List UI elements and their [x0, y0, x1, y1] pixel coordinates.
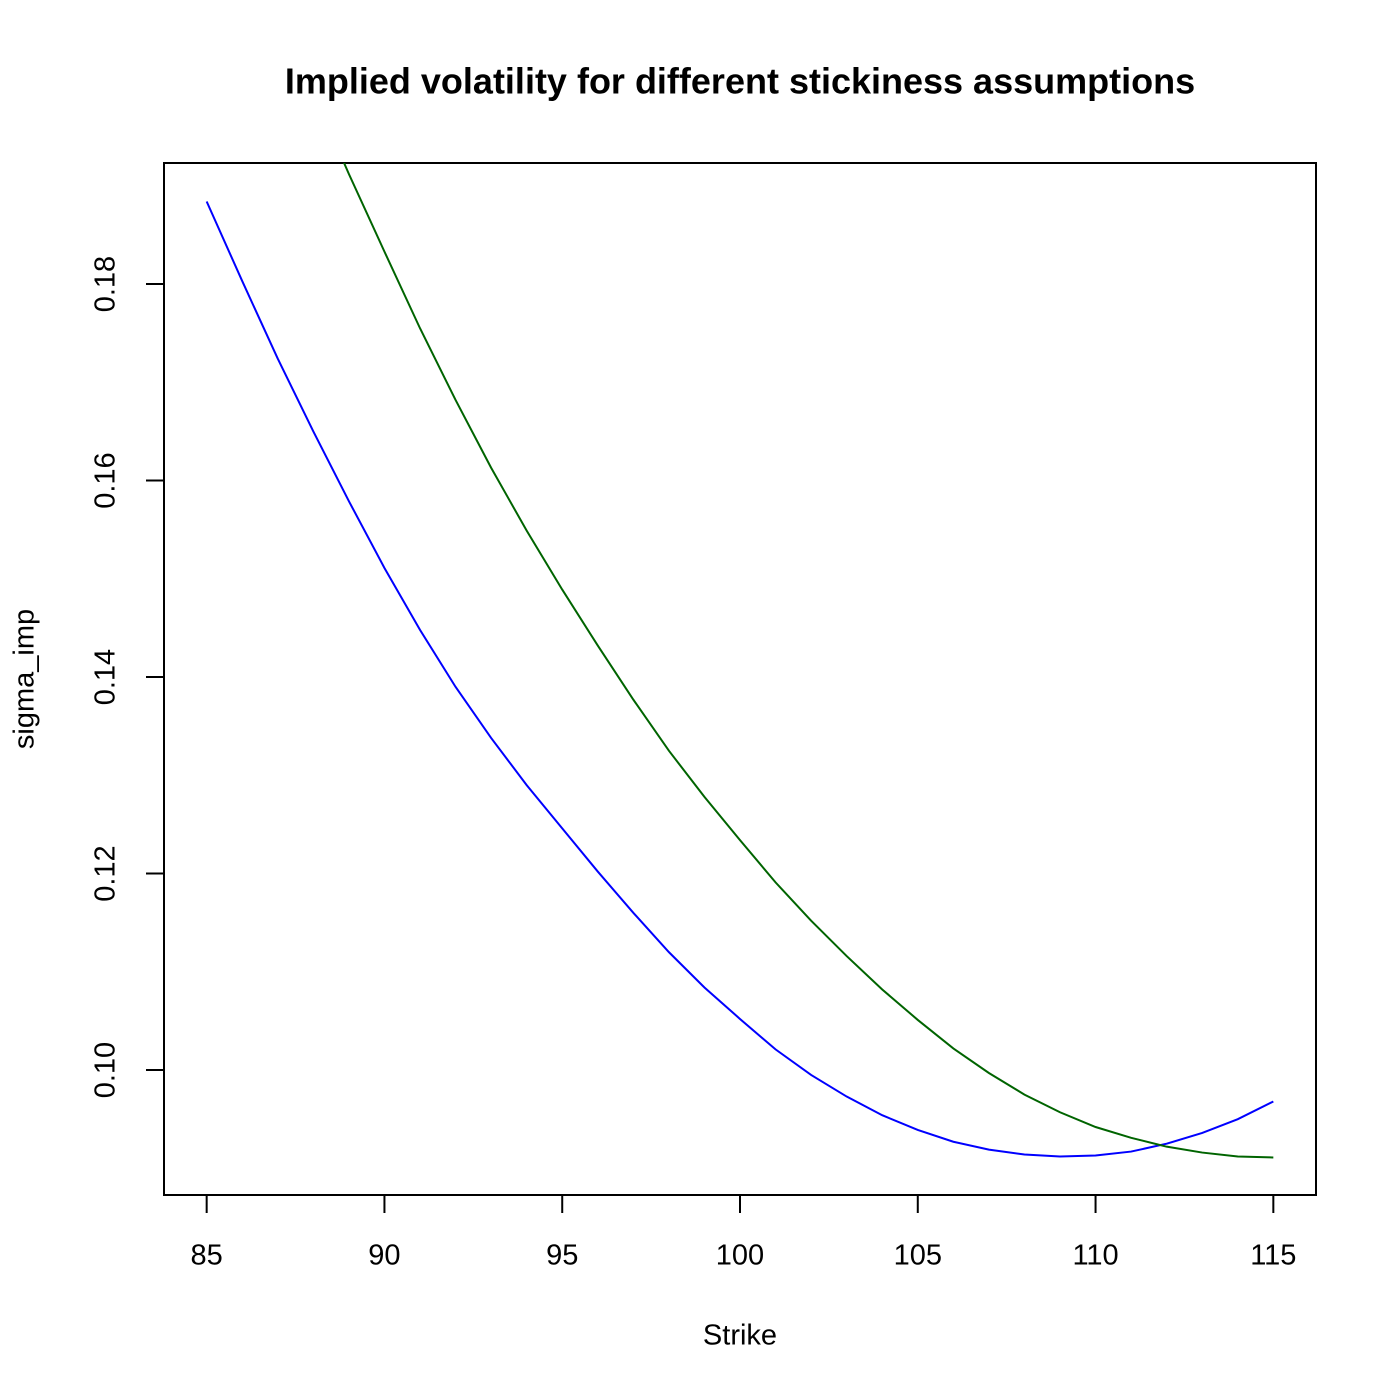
y-tick-label: 0.16 — [90, 452, 122, 508]
x-tick-label: 85 — [191, 1240, 223, 1272]
series-line — [205, 201, 1274, 1158]
x-tick-label: 115 — [1250, 1240, 1296, 1272]
y-tick-label: 0.14 — [90, 649, 122, 705]
x-axis-label: Strike — [703, 1320, 777, 1352]
x-tick-label: 95 — [546, 1240, 578, 1272]
y-tick-label: 0.18 — [90, 256, 122, 312]
chart-title: Implied volatility for different stickin… — [285, 61, 1195, 102]
x-tick-label: 100 — [716, 1240, 764, 1272]
y-axis-label: sigma_imp — [9, 609, 41, 749]
plot-frame — [163, 162, 1317, 1196]
x-tick-label: 110 — [1072, 1240, 1118, 1272]
x-tick-label: 90 — [368, 1240, 400, 1272]
x-tick-label: 105 — [894, 1240, 942, 1272]
y-tick-label: 0.12 — [90, 845, 122, 901]
y-tick-label: 0.10 — [90, 1042, 122, 1098]
series-line — [343, 163, 1274, 1159]
